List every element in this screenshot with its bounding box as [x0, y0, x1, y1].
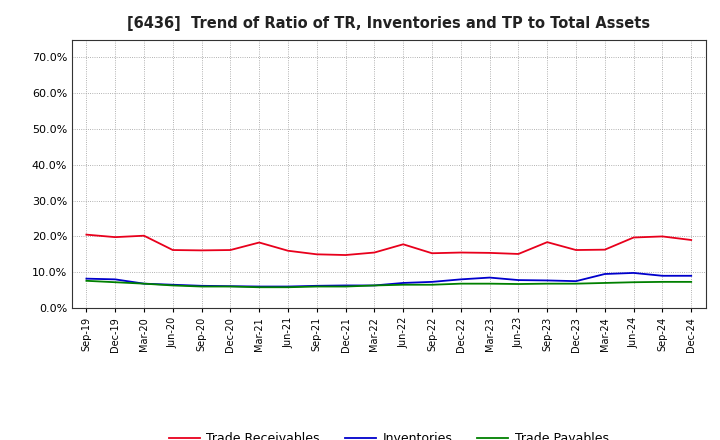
Trade Payables	[629, 279, 638, 285]
Trade Payables	[226, 284, 235, 289]
Trade Receivables	[140, 233, 148, 238]
Inventories	[370, 283, 379, 288]
Legend: Trade Receivables, Inventories, Trade Payables: Trade Receivables, Inventories, Trade Pa…	[164, 427, 613, 440]
Trade Receivables	[82, 232, 91, 237]
Trade Payables	[82, 278, 91, 283]
Trade Payables	[341, 284, 350, 289]
Inventories	[658, 273, 667, 279]
Inventories	[82, 276, 91, 281]
Inventories	[111, 277, 120, 282]
Inventories	[226, 283, 235, 289]
Trade Receivables	[514, 251, 523, 257]
Trade Receivables	[399, 242, 408, 247]
Inventories	[456, 277, 465, 282]
Trade Receivables	[658, 234, 667, 239]
Inventories	[284, 284, 292, 289]
Trade Payables	[140, 281, 148, 286]
Trade Receivables	[284, 248, 292, 253]
Trade Receivables	[312, 252, 321, 257]
Inventories	[399, 280, 408, 286]
Trade Payables	[168, 283, 177, 288]
Inventories	[687, 273, 696, 279]
Inventories	[514, 278, 523, 283]
Trade Receivables	[341, 253, 350, 258]
Trade Receivables	[629, 235, 638, 240]
Trade Payables	[197, 284, 206, 289]
Inventories	[600, 271, 609, 277]
Trade Receivables	[600, 247, 609, 252]
Inventories	[341, 283, 350, 288]
Inventories	[543, 278, 552, 283]
Trade Receivables	[111, 235, 120, 240]
Inventories	[428, 279, 436, 285]
Trade Receivables	[485, 250, 494, 256]
Trade Receivables	[168, 247, 177, 253]
Inventories	[629, 270, 638, 275]
Line: Inventories: Inventories	[86, 273, 691, 286]
Trade Receivables	[543, 239, 552, 245]
Trade Receivables	[255, 240, 264, 245]
Trade Receivables	[687, 237, 696, 242]
Inventories	[197, 283, 206, 289]
Inventories	[255, 284, 264, 289]
Inventories	[572, 279, 580, 284]
Trade Receivables	[456, 250, 465, 255]
Trade Receivables	[197, 248, 206, 253]
Trade Payables	[543, 281, 552, 286]
Trade Payables	[255, 285, 264, 290]
Trade Payables	[600, 280, 609, 286]
Trade Payables	[428, 282, 436, 287]
Inventories	[168, 282, 177, 287]
Trade Payables	[514, 282, 523, 287]
Inventories	[140, 281, 148, 286]
Trade Payables	[312, 284, 321, 289]
Line: Trade Receivables: Trade Receivables	[86, 235, 691, 255]
Trade Receivables	[226, 247, 235, 253]
Trade Payables	[284, 285, 292, 290]
Trade Receivables	[428, 251, 436, 256]
Trade Payables	[399, 282, 408, 287]
Trade Payables	[111, 279, 120, 285]
Line: Trade Payables: Trade Payables	[86, 281, 691, 287]
Title: [6436]  Trend of Ratio of TR, Inventories and TP to Total Assets: [6436] Trend of Ratio of TR, Inventories…	[127, 16, 650, 32]
Trade Payables	[456, 281, 465, 286]
Inventories	[485, 275, 494, 280]
Trade Payables	[370, 283, 379, 288]
Trade Receivables	[572, 247, 580, 253]
Trade Payables	[572, 281, 580, 286]
Trade Receivables	[370, 250, 379, 255]
Trade Payables	[485, 281, 494, 286]
Inventories	[312, 283, 321, 289]
Trade Payables	[687, 279, 696, 285]
Trade Payables	[658, 279, 667, 285]
